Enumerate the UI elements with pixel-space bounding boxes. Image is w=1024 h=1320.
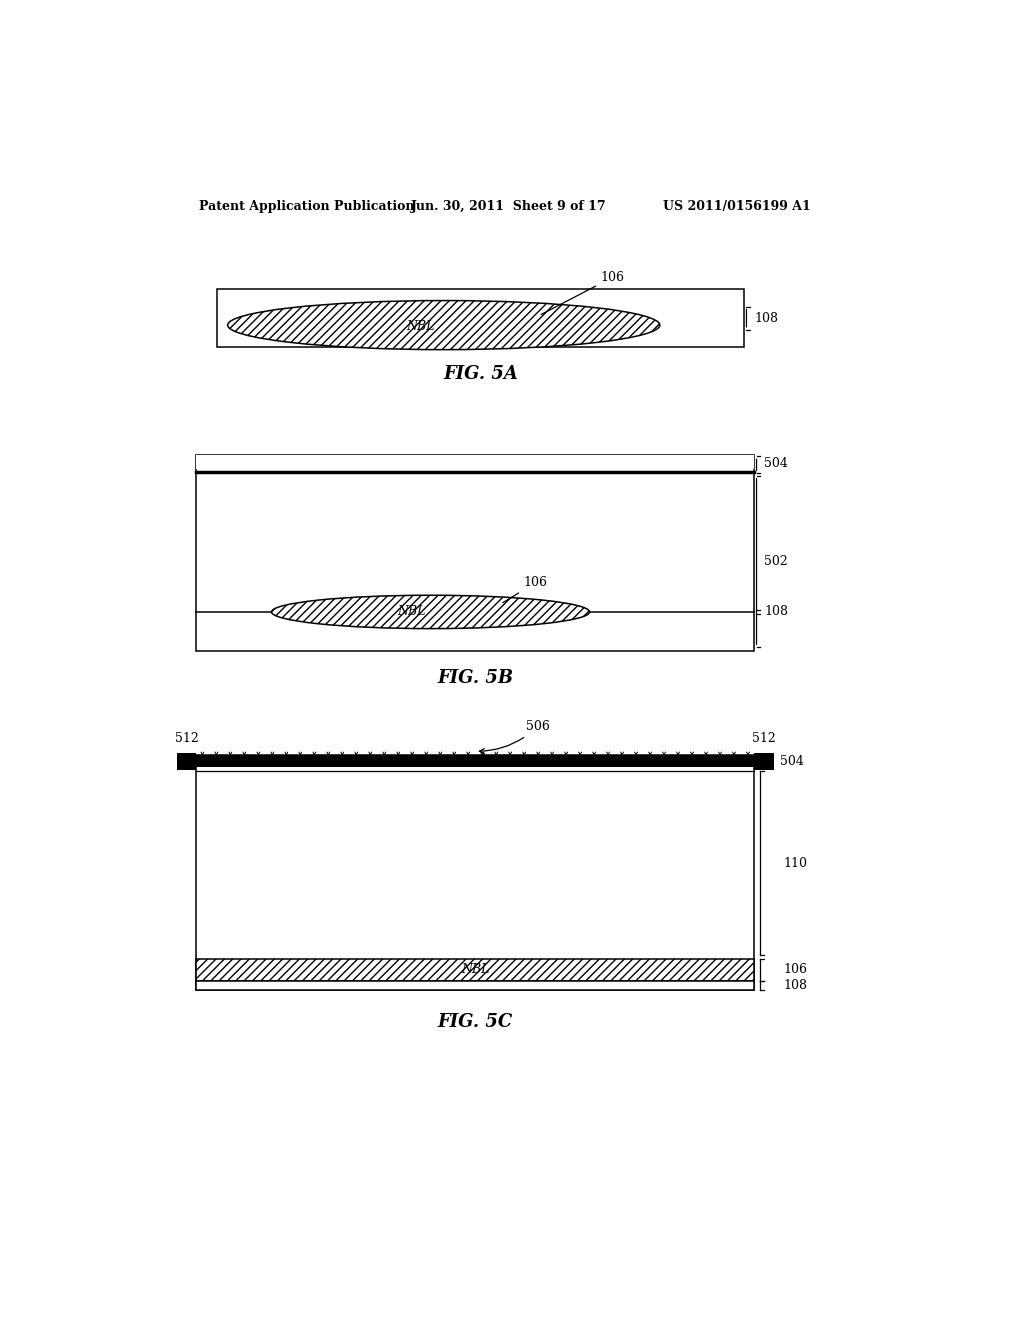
Ellipse shape — [271, 595, 590, 628]
Text: Patent Application Publication: Patent Application Publication — [200, 199, 415, 213]
Text: 502: 502 — [764, 554, 788, 568]
Bar — [177, 752, 197, 770]
Text: NBL: NBL — [407, 321, 434, 333]
Text: 110: 110 — [783, 857, 808, 870]
Text: 108: 108 — [764, 606, 788, 619]
Text: 504: 504 — [764, 457, 788, 470]
Text: NBL: NBL — [461, 964, 489, 977]
Text: US 2011/0156199 A1: US 2011/0156199 A1 — [663, 199, 811, 213]
Bar — [755, 752, 773, 770]
Bar — [197, 981, 755, 990]
Text: 506: 506 — [479, 721, 550, 754]
Text: Jun. 30, 2011  Sheet 9 of 17: Jun. 30, 2011 Sheet 9 of 17 — [411, 199, 606, 213]
Bar — [197, 455, 755, 469]
Text: 512: 512 — [752, 731, 776, 744]
Bar — [197, 755, 755, 990]
Bar — [197, 960, 755, 981]
Text: 106: 106 — [503, 576, 548, 603]
Text: FIG. 5A: FIG. 5A — [443, 366, 518, 383]
Text: 512: 512 — [175, 731, 199, 744]
Text: 504: 504 — [779, 755, 804, 768]
Text: FIG. 5C: FIG. 5C — [437, 1014, 513, 1031]
Text: FIG. 5B: FIG. 5B — [437, 669, 513, 688]
Text: 106: 106 — [542, 271, 625, 314]
Bar — [197, 755, 755, 767]
Text: NBL: NBL — [397, 606, 425, 619]
Text: 108: 108 — [783, 979, 808, 991]
Bar — [217, 289, 744, 347]
Text: 106: 106 — [783, 964, 808, 977]
Text: 108: 108 — [755, 312, 778, 325]
Ellipse shape — [227, 301, 659, 350]
Bar — [197, 960, 755, 981]
Bar — [197, 455, 755, 651]
